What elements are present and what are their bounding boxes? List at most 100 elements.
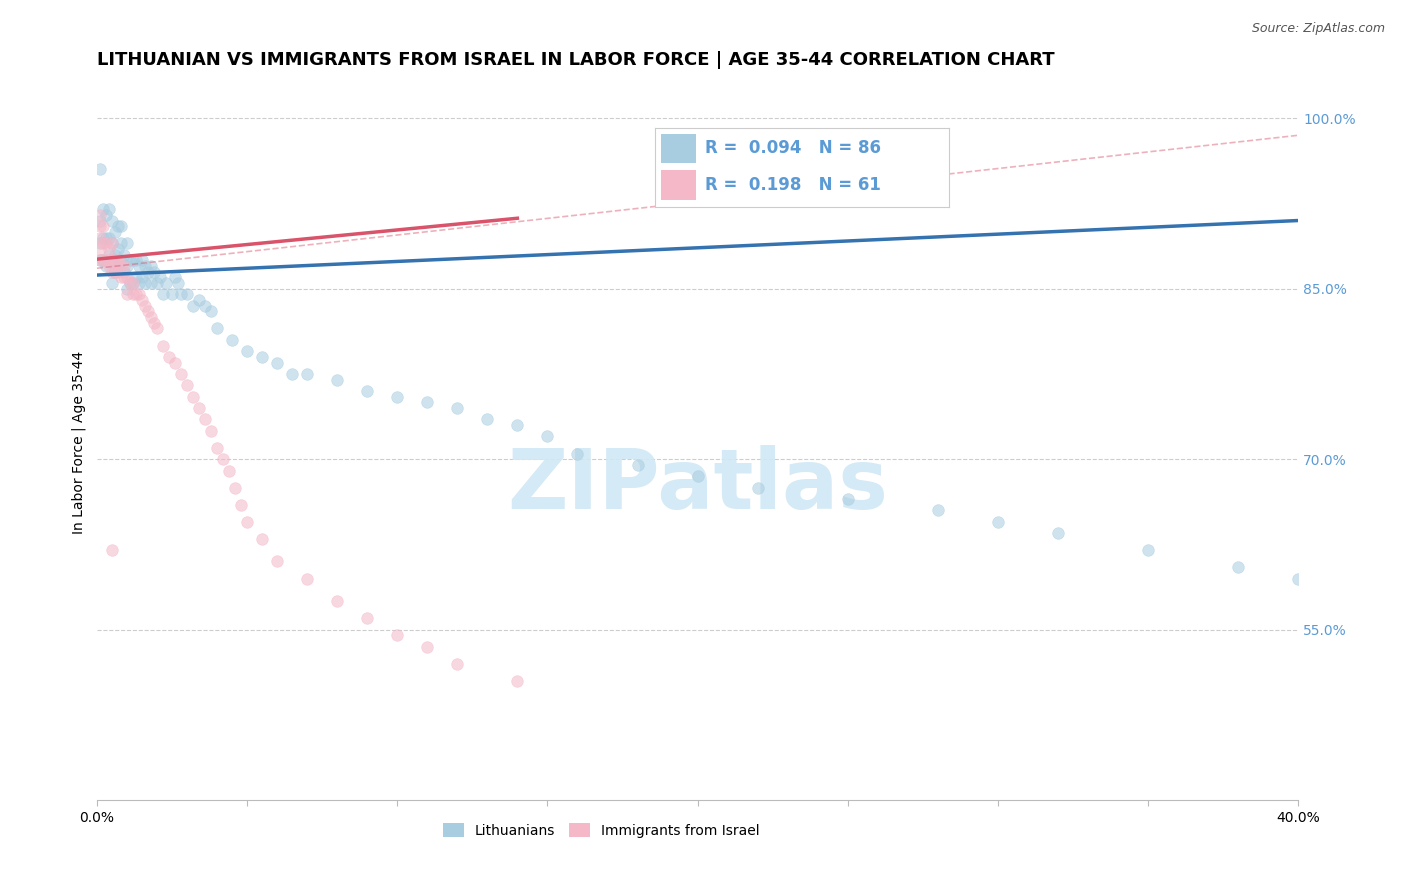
Point xyxy=(152,338,174,352)
Point xyxy=(89,236,111,251)
Point xyxy=(104,225,127,239)
Point xyxy=(91,253,114,268)
Text: ZIPatlas: ZIPatlas xyxy=(508,444,889,525)
Point xyxy=(97,202,120,216)
Point xyxy=(536,429,558,443)
Point xyxy=(266,554,288,568)
Point xyxy=(188,401,211,415)
Point xyxy=(131,253,153,268)
Point xyxy=(118,253,141,268)
Text: Source: ZipAtlas.com: Source: ZipAtlas.com xyxy=(1251,22,1385,36)
Text: R =  0.094   N = 86: R = 0.094 N = 86 xyxy=(706,139,882,157)
Point xyxy=(110,219,132,234)
Point xyxy=(181,299,204,313)
Point xyxy=(194,299,217,313)
Point xyxy=(987,515,1010,529)
Point xyxy=(97,242,120,256)
Text: R =  0.198   N = 61: R = 0.198 N = 61 xyxy=(706,176,882,194)
Point xyxy=(107,219,129,234)
Point xyxy=(416,395,439,409)
Point xyxy=(122,276,145,290)
Point xyxy=(110,236,132,251)
Point xyxy=(149,270,172,285)
Point xyxy=(122,276,145,290)
Point xyxy=(224,481,246,495)
Point xyxy=(567,446,589,460)
Point xyxy=(104,253,127,268)
Y-axis label: In Labor Force | Age 35-44: In Labor Force | Age 35-44 xyxy=(72,351,86,533)
Point xyxy=(110,253,132,268)
Point xyxy=(236,515,259,529)
Point xyxy=(104,247,127,261)
Point xyxy=(128,287,150,301)
Point xyxy=(125,253,148,268)
Point xyxy=(89,253,111,268)
Point xyxy=(91,202,114,216)
Point xyxy=(157,350,180,364)
Point xyxy=(837,491,859,506)
Point xyxy=(170,287,193,301)
Point xyxy=(387,390,409,404)
Point xyxy=(356,611,378,625)
Point xyxy=(107,253,129,268)
Point xyxy=(115,270,138,285)
Point xyxy=(1047,526,1070,541)
Point xyxy=(101,253,124,268)
Point xyxy=(139,276,162,290)
Point xyxy=(97,259,120,273)
Point xyxy=(152,287,174,301)
Point xyxy=(250,532,273,546)
Point xyxy=(118,276,141,290)
Point xyxy=(89,208,111,222)
Point xyxy=(128,276,150,290)
Point xyxy=(163,270,186,285)
FancyBboxPatch shape xyxy=(661,170,696,200)
Point xyxy=(107,259,129,273)
Point xyxy=(205,441,228,455)
Point xyxy=(266,355,288,369)
Point xyxy=(97,247,120,261)
Point xyxy=(91,230,114,244)
Point xyxy=(112,270,135,285)
Point xyxy=(200,304,222,318)
Point xyxy=(356,384,378,398)
FancyBboxPatch shape xyxy=(661,134,696,163)
Point xyxy=(125,287,148,301)
Point xyxy=(626,458,648,472)
Point xyxy=(115,287,138,301)
Point xyxy=(122,287,145,301)
Point xyxy=(446,657,468,671)
Point xyxy=(115,259,138,273)
Point xyxy=(167,276,190,290)
Point xyxy=(101,265,124,279)
Point xyxy=(101,236,124,251)
Point xyxy=(229,498,252,512)
Point xyxy=(97,230,120,244)
Point xyxy=(155,276,177,290)
Point xyxy=(218,464,240,478)
Point xyxy=(134,259,156,273)
Point xyxy=(115,282,138,296)
Point xyxy=(94,230,117,244)
Point xyxy=(176,287,198,301)
Point xyxy=(112,247,135,261)
Point xyxy=(221,333,243,347)
Point xyxy=(250,350,273,364)
Point xyxy=(136,304,159,318)
Point xyxy=(139,259,162,273)
Point xyxy=(188,293,211,307)
Point xyxy=(212,452,235,467)
Point xyxy=(101,253,124,268)
Point xyxy=(506,673,529,688)
Point xyxy=(91,219,114,234)
Point xyxy=(170,367,193,381)
Point xyxy=(101,236,124,251)
Point xyxy=(139,310,162,325)
Point xyxy=(142,316,165,330)
Point xyxy=(326,373,349,387)
Point xyxy=(136,265,159,279)
Point xyxy=(686,469,709,483)
Point xyxy=(94,253,117,268)
Point xyxy=(110,270,132,285)
Point xyxy=(146,276,169,290)
